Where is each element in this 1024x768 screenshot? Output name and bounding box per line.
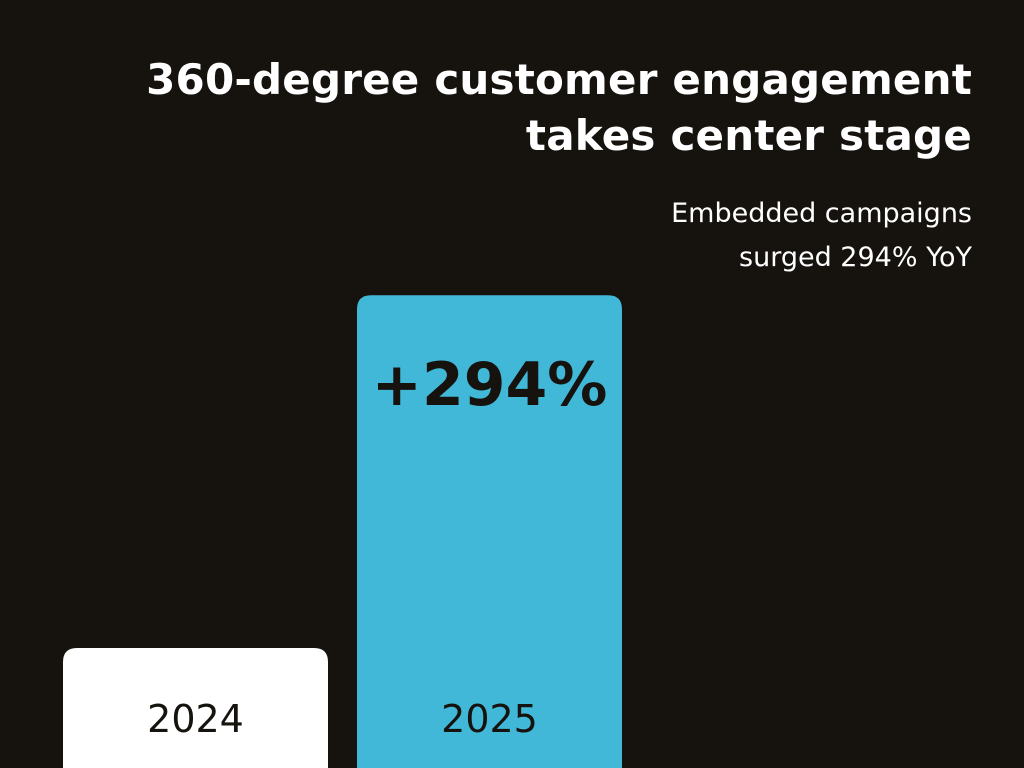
bar-2025 (357, 295, 622, 768)
data-label-2025: +294% (372, 350, 608, 420)
category-label-2025: 2025 (441, 697, 538, 741)
chart-subtitle: Embedded campaigns surged 294% YoY (671, 192, 972, 280)
title-line-1: 360-degree customer engagement (146, 55, 972, 104)
subtitle-line-2: surged 294% YoY (739, 242, 972, 273)
subtitle-line-1: Embedded campaigns (671, 198, 972, 229)
title-line-2: takes center stage (525, 111, 972, 160)
category-label-2024: 2024 (147, 697, 244, 741)
chart-title: 360-degree customer engagement takes cen… (146, 52, 972, 164)
bar-2024 (63, 648, 328, 768)
